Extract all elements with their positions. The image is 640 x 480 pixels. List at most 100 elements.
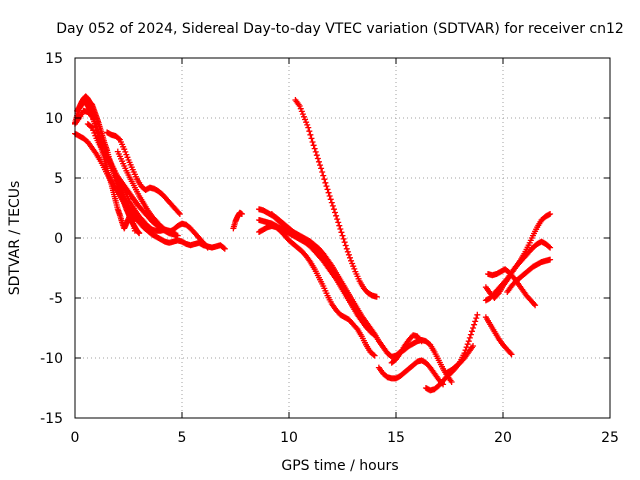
y-tick-label: -5 [49, 291, 63, 307]
data-point [312, 148, 319, 155]
data-point [123, 151, 130, 158]
data-point [220, 244, 227, 251]
data-point [472, 318, 479, 325]
data-point [341, 239, 348, 246]
x-tick-label: 5 [178, 430, 187, 446]
data-point [115, 135, 122, 142]
data-point [337, 226, 344, 232]
y-tick-label: -10 [40, 351, 63, 367]
series-arc-19 [482, 314, 515, 358]
data-point [417, 337, 424, 343]
data-point [346, 254, 353, 261]
data-point [468, 328, 475, 335]
data-point [343, 245, 350, 252]
data-point [323, 183, 330, 190]
data-point [314, 155, 321, 162]
x-tick-label: 10 [280, 430, 298, 446]
series-arc-4 [72, 130, 228, 252]
y-tick-label: 15 [45, 51, 63, 67]
data-point [306, 128, 313, 135]
x-tick-label: 0 [71, 430, 80, 446]
data-point [344, 248, 351, 255]
data-point [339, 232, 346, 239]
data-point [340, 235, 347, 242]
data-point [330, 206, 337, 213]
series-arc-23 [485, 266, 539, 309]
data-point [371, 352, 378, 359]
x-tick-label: 25 [601, 430, 619, 446]
data-point [317, 162, 324, 169]
data-point [309, 139, 316, 145]
data-point [546, 243, 553, 250]
data-point [370, 351, 377, 358]
series-arc-15 [375, 357, 447, 388]
data-point [325, 189, 332, 196]
series-arc-7 [114, 148, 211, 251]
data-point [470, 325, 477, 331]
series-arc-21 [482, 238, 554, 301]
series-arc-18 [444, 343, 477, 376]
data-point [329, 202, 336, 209]
x-tick-label: 15 [387, 430, 405, 446]
data-point [310, 142, 317, 149]
y-axis-label: SDTVAR / TECUs [7, 181, 23, 296]
data-point [320, 172, 327, 179]
data-point [124, 154, 131, 161]
data-point [89, 124, 96, 131]
data-point [474, 311, 481, 318]
y-tick-label: 5 [54, 171, 63, 187]
series-arc-9 [230, 209, 245, 232]
data-point [351, 265, 358, 272]
data-point [93, 123, 100, 130]
data-point [471, 321, 478, 328]
data-point [321, 176, 328, 183]
data-point [221, 245, 228, 252]
data-point [94, 126, 101, 133]
data-point [303, 119, 310, 126]
x-tick-label: 20 [494, 430, 512, 446]
data-point [327, 196, 334, 203]
data-point [466, 334, 473, 341]
data-point [175, 209, 182, 216]
series-arc-8 [106, 157, 156, 233]
data-point [332, 209, 339, 216]
series-arc-6 [104, 129, 183, 217]
data-point [338, 229, 345, 236]
series-arc-22 [504, 256, 554, 295]
data-point [470, 343, 477, 349]
data-point [88, 112, 95, 119]
data-point [300, 113, 307, 120]
data-point [345, 251, 352, 258]
data-point [464, 341, 471, 348]
axis-ticks: 0 5 10 15 20 25 -15 -10 -5 0 5 10 15 [40, 51, 619, 446]
data-point [547, 244, 554, 251]
data-point [311, 145, 318, 152]
chart-title: Day 052 of 2024, Sidereal Day-to-day VTE… [56, 21, 624, 37]
data-point [174, 232, 181, 239]
data-point [473, 315, 480, 322]
data-point [304, 121, 311, 128]
data-point [373, 293, 380, 300]
series-arc-12 [256, 223, 378, 359]
data-point [305, 124, 312, 131]
data-point [418, 338, 425, 345]
data-point [122, 148, 129, 155]
data-point [348, 257, 355, 264]
data-point [302, 116, 309, 123]
series-arc-20 [482, 211, 554, 304]
data-point [334, 216, 341, 223]
data-point [531, 301, 538, 307]
data-point [121, 146, 128, 153]
data-point [92, 132, 99, 139]
data-point [88, 123, 95, 130]
data-point [149, 226, 156, 233]
data-point [465, 338, 472, 345]
data-point [203, 243, 210, 250]
data-point [297, 105, 304, 112]
data-point [298, 108, 305, 115]
data-point [547, 211, 554, 217]
data-point [342, 242, 349, 249]
series-arc-14 [292, 97, 380, 300]
data-point [448, 379, 455, 385]
